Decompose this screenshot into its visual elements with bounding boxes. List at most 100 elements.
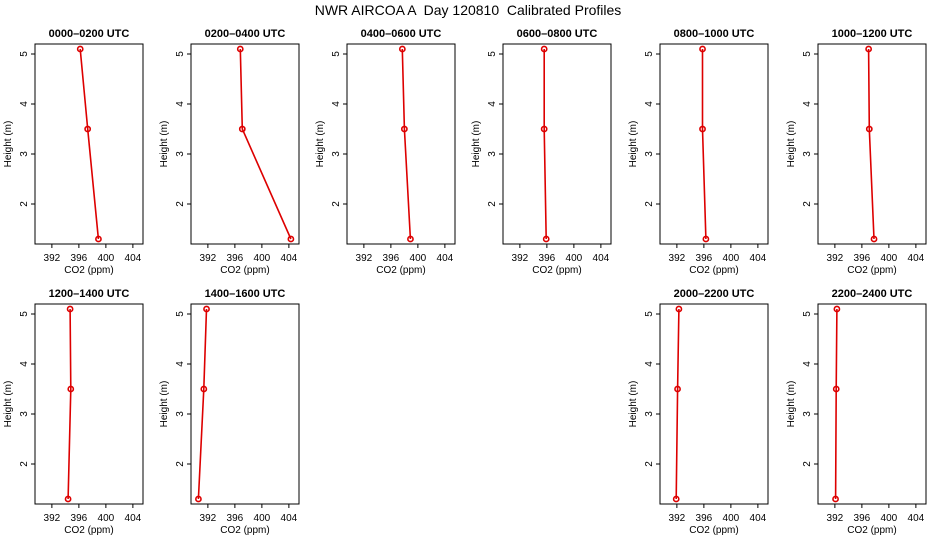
panel-title: 0600–0800 UTC	[517, 28, 598, 40]
x-tick-label: 404	[750, 253, 767, 264]
profile-line	[239, 48, 292, 240]
panel-4: 0800–1000 UTC 392 396 400 404 2 3 4 5 CO2 (ppm) He…	[628, 28, 769, 276]
y-tick-label: 2	[487, 201, 498, 207]
y-axis-label: Height (m)	[471, 121, 482, 168]
data-point	[540, 45, 548, 53]
y-tick-label: 2	[175, 201, 186, 207]
y-tick-label: 5	[802, 51, 813, 57]
x-tick-label: 392	[44, 513, 61, 524]
x-tick-label: 396	[71, 253, 88, 264]
y-tick-label: 4	[487, 101, 498, 107]
y-tick-label: 3	[802, 151, 813, 157]
panel-5: 1000–1200 UTC 392 396 400 404 2 3 4 5 CO2 (ppm) He…	[786, 28, 927, 276]
plot-frame	[190, 43, 300, 245]
y-tick-label: 5	[331, 51, 342, 57]
x-tick-label: 392	[356, 253, 373, 264]
y-tick-label: 2	[19, 461, 30, 467]
x-tick-label: 400	[254, 513, 271, 524]
data-point	[398, 45, 406, 53]
y-tick-label: 2	[644, 201, 655, 207]
y-tick-label: 4	[802, 101, 813, 107]
profile-line	[867, 48, 875, 240]
plot-frame	[659, 303, 769, 505]
data-point	[67, 385, 75, 393]
plot-frame	[34, 43, 144, 245]
x-tick-label: 404	[908, 253, 925, 264]
panel-title: 0200–0400 UTC	[205, 28, 286, 40]
y-tick-label: 3	[487, 151, 498, 157]
panel-title: 1000–1200 UTC	[832, 28, 913, 40]
data-point	[833, 305, 841, 313]
profile-line	[197, 308, 208, 500]
data-point	[64, 495, 72, 503]
y-tick-label: 2	[331, 201, 342, 207]
y-tick-label: 4	[175, 361, 186, 367]
data-point	[672, 495, 680, 503]
y-axis-label: Height (m)	[159, 381, 170, 428]
plot-frame	[817, 43, 927, 245]
y-axis-label: Height (m)	[628, 121, 639, 168]
x-axis-label: CO2 (ppm)	[847, 265, 896, 276]
panel-8: 2000–2200 UTC 392 396 400 404 2 3 4 5 CO2 (ppm) He…	[628, 288, 769, 536]
x-tick-label: 396	[71, 513, 88, 524]
data-point	[236, 45, 244, 53]
profile-line	[79, 48, 100, 240]
y-tick-label: 4	[175, 101, 186, 107]
x-tick-label: 404	[125, 253, 142, 264]
data-point	[542, 235, 550, 243]
x-tick-label: 396	[854, 513, 871, 524]
plot-frame	[190, 303, 300, 505]
profile-line	[834, 308, 838, 500]
x-tick-label: 400	[723, 513, 740, 524]
profile-line	[701, 49, 707, 240]
x-tick-label: 404	[125, 513, 142, 524]
data-point	[674, 385, 681, 393]
y-tick-label: 3	[331, 151, 342, 157]
x-tick-label: 396	[854, 253, 871, 264]
x-axis-label: CO2 (ppm)	[689, 265, 738, 276]
x-tick-label: 400	[98, 253, 115, 264]
x-tick-label: 396	[539, 253, 556, 264]
panel-title: 0000–0200 UTC	[49, 28, 130, 40]
x-tick-label: 392	[669, 253, 686, 264]
y-axis-label: Height (m)	[786, 121, 797, 168]
data-point	[865, 45, 873, 53]
y-tick-label: 4	[644, 101, 655, 107]
x-tick-label: 396	[227, 513, 244, 524]
page-title: NWR AIRCOA A Day 120810 Calibrated Profi…	[314, 2, 622, 18]
panel-6: 1200–1400 UTC 392 396 400 404 2 3 4 5 CO2 (ppm) He…	[3, 288, 144, 536]
x-tick-label: 396	[383, 253, 400, 264]
data-point	[400, 125, 408, 133]
y-tick-label: 5	[175, 51, 186, 57]
plot-frame	[34, 303, 144, 505]
x-tick-label: 392	[669, 513, 686, 524]
y-tick-label: 3	[19, 411, 30, 417]
panel-title: 0800–1000 UTC	[674, 28, 755, 40]
data-point	[702, 235, 710, 243]
data-point	[540, 125, 548, 133]
y-tick-label: 5	[19, 311, 30, 317]
data-point	[870, 235, 878, 243]
x-tick-label: 392	[512, 253, 529, 264]
x-tick-label: 396	[696, 513, 713, 524]
y-tick-label: 4	[802, 361, 813, 367]
y-tick-label: 3	[644, 411, 655, 417]
y-tick-label: 5	[487, 51, 498, 57]
x-tick-label: 392	[200, 513, 217, 524]
y-tick-label: 3	[175, 411, 186, 417]
x-tick-label: 392	[827, 513, 844, 524]
y-tick-label: 2	[802, 201, 813, 207]
x-axis-label: CO2 (ppm)	[220, 265, 269, 276]
y-tick-label: 4	[644, 361, 655, 367]
y-axis-label: Height (m)	[786, 381, 797, 428]
data-point	[203, 305, 210, 313]
data-point	[95, 235, 102, 243]
data-point	[832, 385, 840, 393]
y-tick-label: 2	[19, 201, 30, 207]
x-tick-label: 400	[98, 513, 115, 524]
x-tick-label: 396	[696, 253, 713, 264]
profile-line	[675, 308, 680, 500]
x-axis-label: CO2 (ppm)	[532, 265, 581, 276]
data-point	[84, 125, 92, 133]
